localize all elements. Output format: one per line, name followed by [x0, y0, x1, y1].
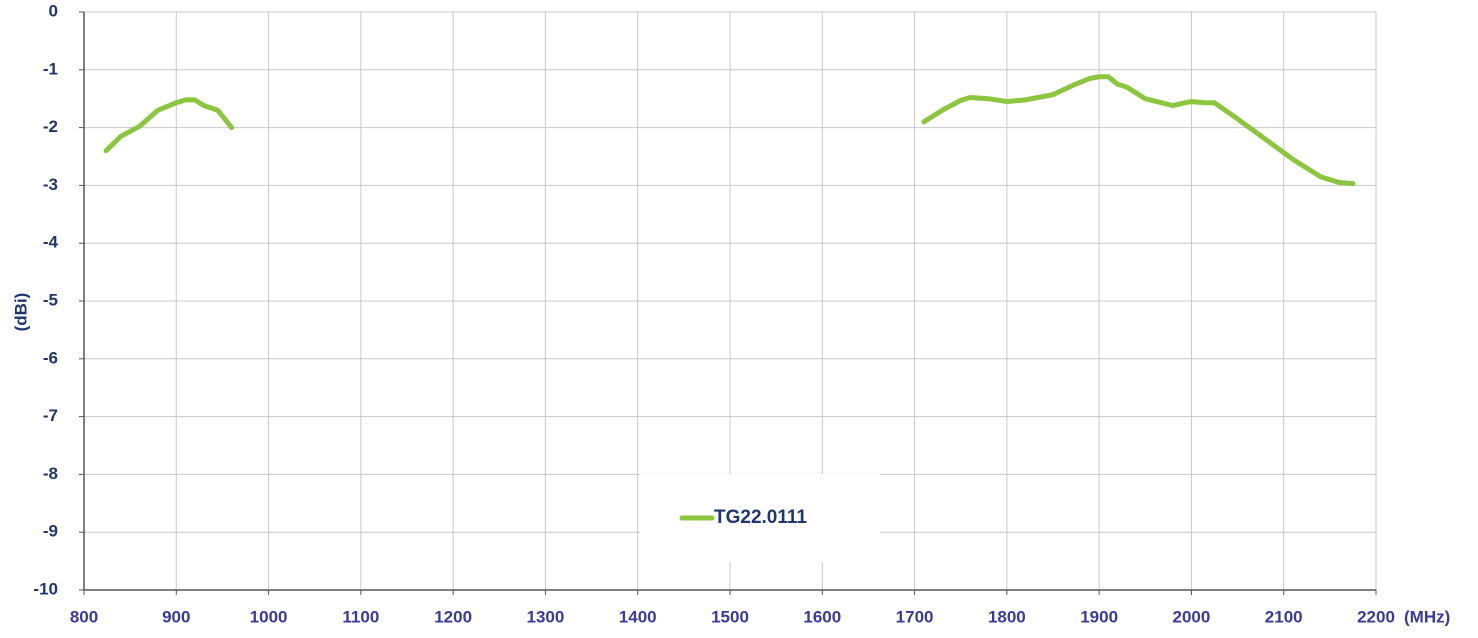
y-tick-label: -5 — [43, 290, 58, 309]
x-tick-label: 2200 — [1357, 607, 1395, 626]
y-tick-label: -2 — [43, 117, 58, 136]
x-tick-label: 1800 — [988, 607, 1026, 626]
x-axis-unit: (MHz) — [1404, 607, 1450, 626]
x-tick-label: 2100 — [1265, 607, 1303, 626]
x-tick-label: 800 — [70, 607, 98, 626]
x-tick-label: 2000 — [1173, 607, 1211, 626]
y-tick-label: -9 — [43, 522, 58, 541]
x-tick-label: 900 — [162, 607, 190, 626]
x-tick-label: 1000 — [250, 607, 288, 626]
x-tick-label: 1200 — [434, 607, 472, 626]
y-tick-label: -4 — [43, 233, 59, 252]
data-line — [103, 74, 1356, 187]
y-tick-label: -3 — [43, 175, 58, 194]
x-tick-label: 1500 — [711, 607, 749, 626]
y-tick-label: -7 — [43, 406, 58, 425]
x-tick-label: 1300 — [527, 607, 565, 626]
x-tick-label: 1600 — [803, 607, 841, 626]
y-tick-label: 0 — [49, 1, 58, 20]
y-tick-label: -10 — [33, 579, 58, 598]
x-tick-label: 1700 — [896, 607, 934, 626]
y-tick-label: -1 — [43, 59, 58, 78]
x-tick-label: 1400 — [619, 607, 657, 626]
y-axis-label: (dBi) — [11, 293, 30, 332]
y-tick-label: -8 — [43, 464, 58, 483]
x-tick-label: 1900 — [1080, 607, 1118, 626]
y-tick-label: -6 — [43, 348, 58, 367]
x-tick-label: 1100 — [342, 607, 379, 626]
legend-label: TG22.0111 — [714, 507, 807, 528]
